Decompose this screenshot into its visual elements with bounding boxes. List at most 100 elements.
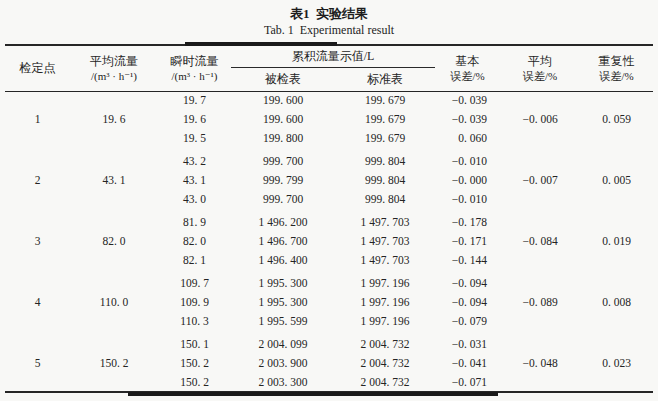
- cell-average-flow: 110. 0: [70, 274, 158, 331]
- cell-tested-meter-value: 1 496. 400: [231, 251, 335, 270]
- cell-instant-flow: 81. 9: [158, 213, 231, 232]
- cell-instant-flow: 110. 3: [158, 312, 231, 331]
- cell-standard-meter-value: 1 497. 703: [335, 213, 435, 232]
- cell-basic-error: −0. 178: [435, 213, 500, 232]
- table-row: 3 82. 0 81. 9 1 496. 200 1 497. 703 −0. …: [5, 213, 653, 232]
- cell-standard-meter-value: 199. 679: [335, 129, 435, 148]
- cell-verification-point: 2: [5, 152, 70, 209]
- cell-standard-meter-value: 2 004. 732: [335, 335, 435, 354]
- cell-basic-error: −0. 079: [435, 312, 500, 331]
- cell-tested-meter-value: 1 496. 200: [231, 213, 335, 232]
- cell-instant-flow: 150. 2: [158, 354, 231, 373]
- header-average-error-line1: 平均: [500, 53, 580, 69]
- experimental-result-table: 检定点 平均流量 /(m³ · h⁻¹) 瞬时流量 /(m³ · h⁻¹) 累积…: [5, 44, 653, 393]
- header-repeatability-error-line2: 误差/%: [580, 69, 653, 83]
- cell-instant-flow: 82. 0: [158, 232, 231, 251]
- cell-standard-meter-value: 999. 804: [335, 152, 435, 171]
- header-basic-error-line1: 基本: [435, 53, 500, 69]
- cell-standard-meter-value: 1 497. 703: [335, 232, 435, 251]
- cell-basic-error: −0. 039: [435, 91, 500, 110]
- cell-average-flow: 150. 2: [70, 335, 158, 392]
- cell-standard-meter-value: 199. 679: [335, 110, 435, 129]
- cell-basic-error: −0. 071: [435, 373, 500, 392]
- table-row: 5 150. 2 150. 1 2 004. 099 2 004. 732 −0…: [5, 335, 653, 354]
- cell-tested-meter-value: 1 496. 700: [231, 232, 335, 251]
- cell-average-error: −0. 084: [500, 213, 580, 270]
- cell-average-flow: 43. 1: [70, 152, 158, 209]
- cell-basic-error: −0. 010: [435, 152, 500, 171]
- cell-tested-meter-value: 199. 800: [231, 129, 335, 148]
- cell-tested-meter-value: 2 004. 099: [231, 335, 335, 354]
- cell-tested-meter-value: 1 995. 300: [231, 274, 335, 293]
- cell-standard-meter-value: 199. 679: [335, 91, 435, 110]
- cell-basic-error: −0. 171: [435, 232, 500, 251]
- cell-instant-flow: 82. 1: [158, 251, 231, 270]
- cell-tested-meter-value: 199. 600: [231, 91, 335, 110]
- header-verification-point: 检定点: [5, 45, 70, 91]
- header-average-error-line2: 误差/%: [500, 69, 580, 83]
- cell-standard-meter-value: 1 497. 703: [335, 251, 435, 270]
- cell-average-error: −0. 089: [500, 274, 580, 331]
- header-instant-flow-label: 瞬时流量: [158, 53, 231, 69]
- cell-basic-error: −0. 094: [435, 274, 500, 293]
- header-tested-meter: 被检表: [231, 67, 335, 91]
- cell-basic-error: −0. 144: [435, 251, 500, 270]
- cell-verification-point: 5: [5, 335, 70, 392]
- cell-instant-flow: 43. 1: [158, 171, 231, 190]
- cell-instant-flow: 19. 5: [158, 129, 231, 148]
- cell-instant-flow: 19. 6: [158, 110, 231, 129]
- cell-tested-meter-value: 2 003. 900: [231, 354, 335, 373]
- cell-instant-flow: 43. 2: [158, 152, 231, 171]
- cell-basic-error: −0. 031: [435, 335, 500, 354]
- cell-tested-meter-value: 1 995. 300: [231, 293, 335, 312]
- header-instant-flow: 瞬时流量 /(m³ · h⁻¹): [158, 45, 231, 91]
- cell-basic-error: 0. 060: [435, 129, 500, 148]
- table-row: 2 43. 1 43. 2 999. 700 999. 804 −0. 010 …: [5, 152, 653, 171]
- cell-verification-point: 3: [5, 213, 70, 270]
- cell-basic-error: −0. 010: [435, 190, 500, 209]
- cell-tested-meter-value: 999. 700: [231, 190, 335, 209]
- cell-average-flow: 82. 0: [70, 213, 158, 270]
- header-average-error: 平均 误差/%: [500, 45, 580, 91]
- table-row: 1 19. 6 19. 7 199. 600 199. 679 −0. 039 …: [5, 91, 653, 110]
- scanned-paper-table-page: 表1 实验结果 Tab. 1 Experimental result 检定点 平…: [0, 0, 658, 401]
- header-instant-flow-unit: /(m³ · h⁻¹): [158, 69, 231, 83]
- header-standard-meter: 标准表: [335, 67, 435, 91]
- table-caption-english: Tab. 1 Experimental result: [0, 23, 658, 38]
- cell-tested-meter-value: 2 003. 300: [231, 373, 335, 392]
- cell-repeatability-error: 0. 005: [580, 152, 653, 209]
- header-basic-error-line2: 误差/%: [435, 69, 500, 83]
- cell-repeatability-error: 0. 023: [580, 335, 653, 392]
- cell-standard-meter-value: 999. 804: [335, 190, 435, 209]
- table-header: 检定点 平均流量 /(m³ · h⁻¹) 瞬时流量 /(m³ · h⁻¹) 累积…: [5, 45, 653, 91]
- cell-instant-flow: 19. 7: [158, 91, 231, 110]
- header-basic-error: 基本 误差/%: [435, 45, 500, 91]
- cell-tested-meter-value: 999. 799: [231, 171, 335, 190]
- cell-average-error: −0. 048: [500, 335, 580, 392]
- cell-tested-meter-value: 199. 600: [231, 110, 335, 129]
- bottom-rule-dark-segment: [128, 392, 498, 396]
- cell-instant-flow: 150. 2: [158, 373, 231, 392]
- cell-basic-error: −0. 041: [435, 354, 500, 373]
- cell-instant-flow: 109. 7: [158, 274, 231, 293]
- header-repeatability-error: 重复性 误差/%: [580, 45, 653, 91]
- header-repeatability-error-line1: 重复性: [580, 53, 653, 69]
- cell-standard-meter-value: 2 004. 732: [335, 373, 435, 392]
- cell-basic-error: −0. 039: [435, 110, 500, 129]
- header-cumulative-flow: 累积流量示值/L: [231, 45, 435, 67]
- cell-tested-meter-value: 999. 700: [231, 152, 335, 171]
- cell-standard-meter-value: 1 997. 196: [335, 274, 435, 293]
- cell-instant-flow: 109. 9: [158, 293, 231, 312]
- cell-instant-flow: 150. 1: [158, 335, 231, 354]
- cell-instant-flow: 43. 0: [158, 190, 231, 209]
- cell-average-error: −0. 007: [500, 152, 580, 209]
- header-row-1: 检定点 平均流量 /(m³ · h⁻¹) 瞬时流量 /(m³ · h⁻¹) 累积…: [5, 45, 653, 67]
- cell-average-flow: 19. 6: [70, 91, 158, 148]
- cell-verification-point: 4: [5, 274, 70, 331]
- top-rule-dark-segment: [185, 42, 337, 46]
- cell-repeatability-error: 0. 008: [580, 274, 653, 331]
- cell-standard-meter-value: 1 997. 196: [335, 293, 435, 312]
- cell-standard-meter-value: 1 997. 196: [335, 312, 435, 331]
- cell-repeatability-error: 0. 059: [580, 91, 653, 148]
- cell-repeatability-error: 0. 019: [580, 213, 653, 270]
